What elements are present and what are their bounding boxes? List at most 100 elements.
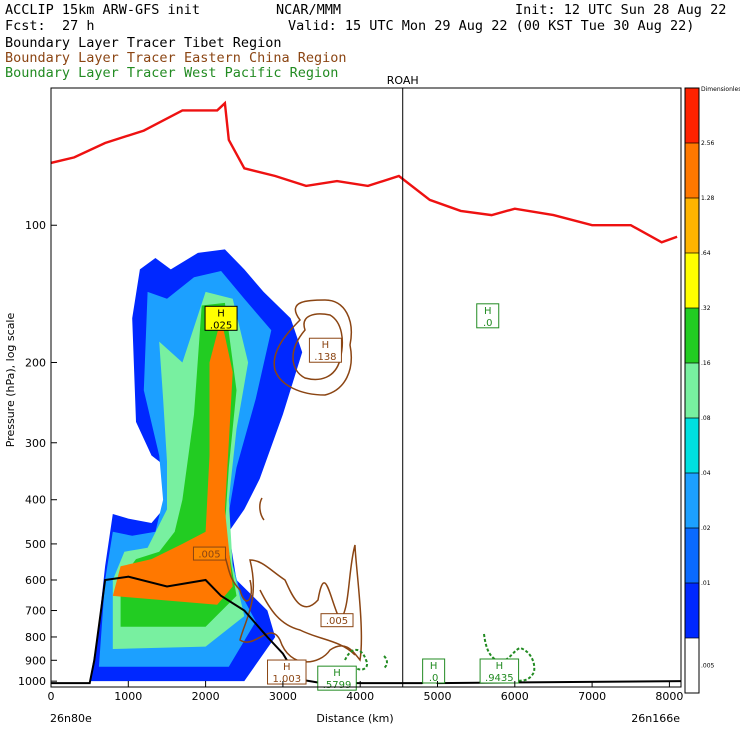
colorbar-label: .64 [701, 250, 711, 257]
colorbar-swatch [685, 638, 699, 693]
tropopause-line [51, 100, 678, 244]
colorbar-swatch [685, 143, 699, 198]
extremum-value: .005 [198, 550, 220, 561]
west-pacific-contour [383, 655, 388, 669]
plot-frame [50, 87, 682, 688]
x-tick-label: 6000 [501, 690, 529, 703]
legend-tibet-region: Tibet Region [184, 35, 282, 51]
colorbar-label: .32 [701, 305, 711, 312]
x-endpoint-right: 26n166e [631, 712, 680, 725]
colorbar-label: .16 [701, 360, 711, 367]
extremum-letter: H [322, 340, 330, 351]
colorbar-swatch [685, 528, 699, 583]
legend-west-pacific-region: West Pacific Region [184, 65, 338, 81]
x-tick-label: 1000 [114, 690, 142, 703]
colorbar-label: 2.56 [701, 140, 715, 147]
colorbar-label: .08 [701, 415, 711, 422]
extremum-label: H.9435 [479, 658, 520, 684]
colorbar-swatch [685, 363, 699, 418]
y-axis-label: Pressure (hPa), log scale [4, 313, 17, 448]
legend-west-pacific-prefix: Boundary Layer Tracer [5, 65, 176, 81]
eastern-china-contour [259, 589, 356, 656]
x-tick-label: 0 [48, 690, 55, 703]
extremum-label-box [317, 665, 357, 691]
x-tick-label: 5000 [424, 690, 452, 703]
y-tick-label: 400 [25, 494, 46, 507]
y-tick-label: 100 [25, 219, 46, 232]
vertical-marker-label: ROAH [387, 74, 419, 87]
y-tick-label: 200 [25, 356, 46, 369]
colorbar-swatch [685, 198, 699, 253]
colorbar-swatch [685, 418, 699, 473]
colorbar-label: .005 [701, 663, 715, 670]
x-tick-label: 8000 [655, 690, 683, 703]
extremum-value: 1.003 [272, 674, 301, 685]
vertical-marker: ROAH [387, 74, 419, 687]
extremum-value: .0 [483, 318, 493, 329]
y-tick-label: 900 [25, 654, 46, 667]
extremum-letter: H [496, 661, 504, 672]
extremum-label-box [476, 303, 500, 329]
colorbar-swatch [685, 88, 699, 143]
extremum-label-box [192, 546, 226, 561]
extremum-label: .005 [320, 613, 354, 628]
extrema-labels: H.025H.138H.0.005.005H1.003H.5799H.0H.94… [192, 303, 520, 691]
extremum-value: .138 [314, 352, 336, 363]
tracer-shade-level-9 [112, 318, 233, 605]
eastern-china-contour [239, 544, 363, 663]
extremum-label: H.138 [308, 337, 342, 363]
west-pacific-contour [344, 648, 368, 671]
colorbar-swatch [685, 473, 699, 528]
eastern-china-contour [259, 497, 265, 521]
colorbar-title: Dimensionless [701, 86, 740, 93]
x-tick-label: 7000 [578, 690, 606, 703]
y-tick-label: 800 [25, 631, 46, 644]
extremum-label-box [320, 613, 354, 628]
x-tick-label: 2000 [192, 690, 220, 703]
extremum-label-box [479, 658, 520, 684]
extremum-label-box [308, 337, 342, 363]
x-endpoint-left: 26n80e [50, 712, 92, 725]
y-axis: 100 200 300 400 500 600 700 800 900 1000 [18, 219, 57, 688]
colorbar-label: 1.28 [701, 195, 715, 202]
y-tick-label: 500 [25, 538, 46, 551]
y-tick-label: 700 [25, 605, 46, 618]
org-label: NCAR/MMM [276, 2, 341, 18]
colorbar: .005 .01 .02 .04 .08 .16 .32 .64 1.28 2.56 Dimensi… [684, 86, 740, 694]
colorbar-swatch [685, 308, 699, 363]
extremum-label: H1.003 [267, 659, 307, 685]
extremum-label: .005 [192, 546, 226, 561]
x-tick-label: 4000 [346, 690, 374, 703]
colorbar-swatch [685, 583, 699, 638]
fcst-value: 27 h [62, 18, 95, 34]
colorbar-frame [684, 87, 700, 694]
init-time: Init: 12 UTC Sun 28 Aug 22 [515, 2, 726, 18]
colorbar-swatch [685, 253, 699, 308]
legend-eastern-china-prefix: Boundary Layer Tracer [5, 50, 176, 66]
extremum-letter: H [484, 306, 492, 317]
legend-tibet-prefix: Boundary Layer Tracer [5, 35, 176, 51]
plot-area [51, 100, 681, 685]
fcst-label: Fcst: [5, 18, 46, 34]
colorbar-label: .01 [701, 580, 711, 587]
west-pacific-contour [483, 633, 536, 682]
extremum-letter: H [430, 661, 438, 672]
colorbar-label: .04 [701, 470, 711, 477]
extremum-label: H.0 [476, 303, 500, 329]
y-tick-label: 600 [25, 574, 46, 587]
legend: Boundary Layer Tracer Tibet Region Bound… [5, 35, 347, 81]
legend-eastern-china-region: Eastern China Region [184, 50, 347, 66]
extremum-value: .025 [210, 320, 232, 331]
colorbar-label: .02 [701, 525, 711, 532]
extremum-value: .005 [326, 616, 348, 627]
extremum-label-box [422, 658, 446, 684]
x-axis: 0 1000 2000 3000 4000 5000 6000 7000 8000 [48, 681, 683, 703]
y-tick-label: 300 [25, 437, 46, 450]
extremum-letter: H [283, 662, 291, 673]
extremum-value: .9435 [485, 673, 514, 684]
tracer-shading [89, 249, 303, 682]
extremum-letter: H [217, 308, 225, 319]
extremum-label: H.5799 [317, 665, 357, 691]
extremum-label: H.0 [422, 658, 446, 684]
